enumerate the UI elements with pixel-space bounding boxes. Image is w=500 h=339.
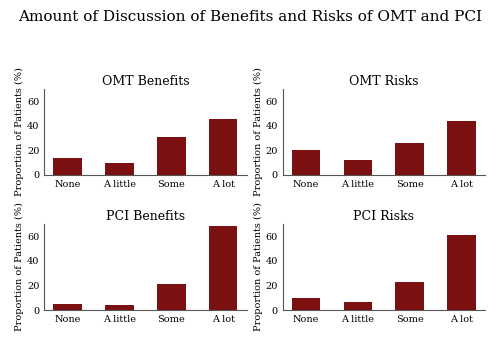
Bar bbox=[344, 301, 372, 310]
Bar bbox=[54, 158, 82, 175]
Y-axis label: Proportion of Patients (%): Proportion of Patients (%) bbox=[15, 67, 24, 196]
Title: OMT Risks: OMT Risks bbox=[349, 75, 418, 87]
Y-axis label: Proportion of Patients (%): Proportion of Patients (%) bbox=[254, 67, 262, 196]
Bar bbox=[157, 137, 186, 175]
Title: OMT Benefits: OMT Benefits bbox=[102, 75, 189, 87]
Bar bbox=[292, 298, 320, 310]
Bar bbox=[396, 143, 424, 175]
Bar bbox=[209, 226, 238, 310]
Bar bbox=[105, 305, 134, 310]
Bar bbox=[448, 235, 476, 310]
Bar bbox=[448, 121, 476, 175]
Y-axis label: Proportion of Patients (%): Proportion of Patients (%) bbox=[254, 202, 262, 332]
Bar bbox=[344, 160, 372, 175]
Bar bbox=[105, 163, 134, 175]
Title: PCI Risks: PCI Risks bbox=[354, 210, 414, 223]
Bar bbox=[292, 150, 320, 175]
Bar bbox=[54, 304, 82, 310]
Text: Amount of Discussion of Benefits and Risks of OMT and PCI: Amount of Discussion of Benefits and Ris… bbox=[18, 10, 482, 24]
Bar bbox=[157, 284, 186, 310]
Y-axis label: Proportion of Patients (%): Proportion of Patients (%) bbox=[15, 202, 24, 332]
Bar bbox=[396, 282, 424, 310]
Title: PCI Benefits: PCI Benefits bbox=[106, 210, 185, 223]
Bar bbox=[209, 120, 238, 175]
